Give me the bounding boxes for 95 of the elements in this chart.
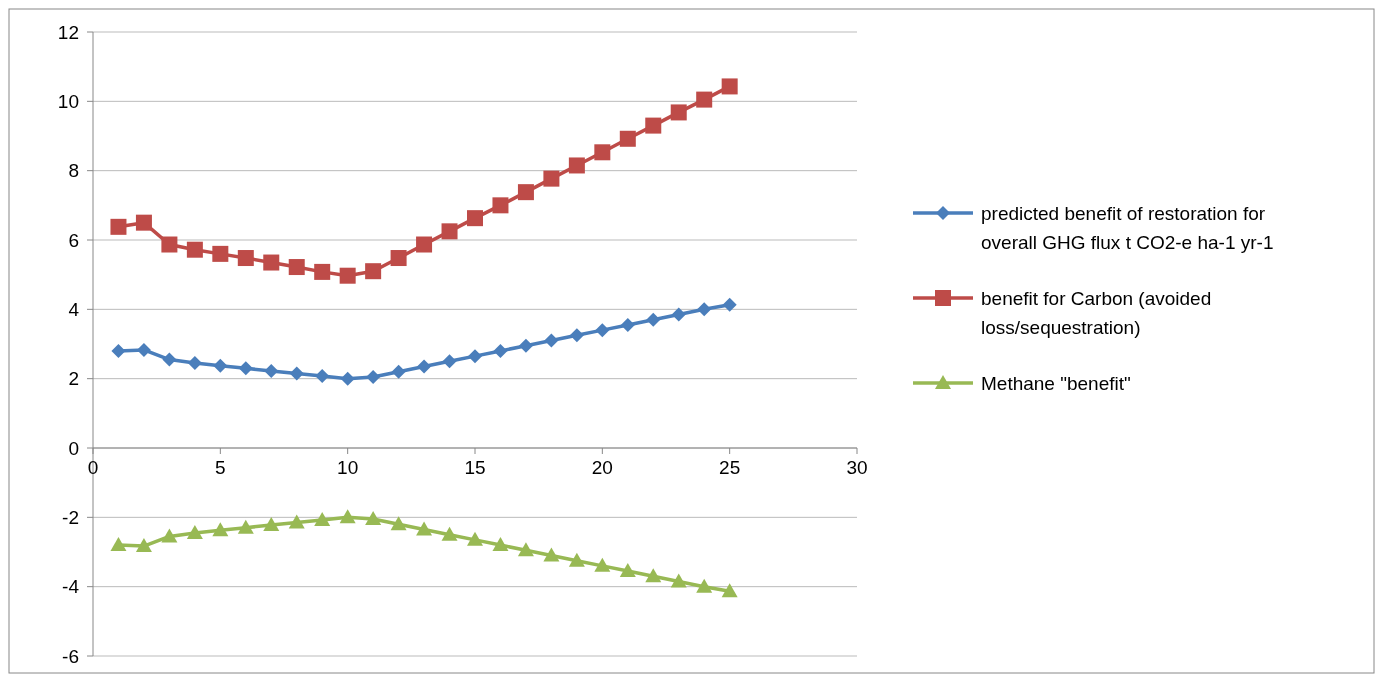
point (568, 552, 585, 567)
point (594, 144, 611, 161)
point (237, 250, 254, 267)
point (493, 343, 508, 358)
point (365, 263, 382, 280)
point (238, 361, 253, 376)
point (619, 130, 636, 147)
point (670, 573, 687, 588)
point (544, 333, 559, 348)
y-tick-label: -6 (62, 645, 79, 667)
point (543, 547, 560, 562)
point (569, 328, 584, 343)
point (111, 343, 126, 358)
point (543, 170, 560, 187)
point (722, 297, 737, 312)
point (162, 352, 177, 367)
point (416, 521, 433, 536)
point (645, 568, 662, 583)
point (288, 259, 305, 276)
point (237, 519, 254, 534)
point (315, 368, 330, 383)
point (467, 531, 483, 546)
y-tick-label: 10 (57, 90, 79, 112)
x-tick-label: 5 (215, 457, 226, 478)
point (441, 526, 458, 541)
point (492, 537, 509, 552)
point (416, 236, 433, 253)
point (721, 583, 738, 598)
point (492, 197, 509, 214)
point (110, 537, 127, 552)
point (314, 263, 331, 280)
y-tick-label: -2 (62, 506, 79, 528)
point (646, 312, 661, 327)
y-tick-label: 0 (68, 437, 79, 459)
point (390, 250, 407, 267)
point (441, 223, 458, 240)
point (340, 371, 355, 386)
point (110, 218, 127, 235)
point (288, 514, 305, 529)
point (619, 563, 636, 578)
y-tick-label: 6 (68, 229, 79, 251)
point (135, 214, 152, 231)
point (671, 307, 686, 322)
x-tick-label: 15 (464, 457, 486, 478)
point (645, 117, 662, 134)
y-tick-label: 2 (68, 368, 79, 390)
x-tick-label: 30 (846, 457, 868, 478)
point (212, 245, 229, 262)
point (595, 323, 610, 338)
point (518, 338, 533, 353)
x-tick-label: 0 (87, 457, 99, 478)
point (442, 354, 457, 369)
point (670, 104, 687, 121)
point (594, 557, 611, 572)
point (517, 184, 534, 201)
point (186, 524, 203, 539)
y-tick-label: -4 (62, 576, 80, 598)
point (467, 210, 483, 227)
x-tick-label: 25 (719, 457, 741, 478)
point (212, 522, 229, 537)
point (721, 78, 738, 95)
point (468, 349, 482, 364)
legend-label: Methane "benefit" (981, 372, 1131, 394)
point (161, 528, 178, 543)
point (517, 542, 534, 557)
point (568, 157, 585, 174)
point (339, 267, 356, 284)
legend-label: predicted benefit of restoration for overall GHG flux t CO2-e ha-1 yr-1 (981, 202, 1274, 253)
point (213, 358, 228, 373)
legend-label: benefit for Carbon (avoided loss/sequestration) (981, 287, 1212, 338)
point (339, 509, 356, 524)
x-tick-label: 20 (591, 457, 613, 478)
y-tick-label: 4 (68, 298, 80, 320)
point (417, 359, 432, 374)
point (186, 241, 203, 258)
y-tick-label: 12 (57, 21, 79, 43)
point (391, 364, 406, 379)
point (264, 364, 279, 379)
point (314, 512, 331, 527)
point (135, 538, 152, 553)
point (187, 356, 202, 371)
x-tick-label: 10 (337, 457, 359, 478)
point (696, 91, 713, 108)
point (697, 302, 712, 317)
point (390, 516, 407, 531)
point (263, 516, 280, 531)
point (366, 369, 381, 384)
point (620, 317, 635, 332)
y-tick-label: 8 (68, 160, 79, 182)
point (136, 342, 151, 357)
point (263, 254, 280, 271)
point (365, 511, 382, 526)
point (696, 578, 713, 593)
point (161, 236, 178, 253)
point (289, 366, 304, 381)
